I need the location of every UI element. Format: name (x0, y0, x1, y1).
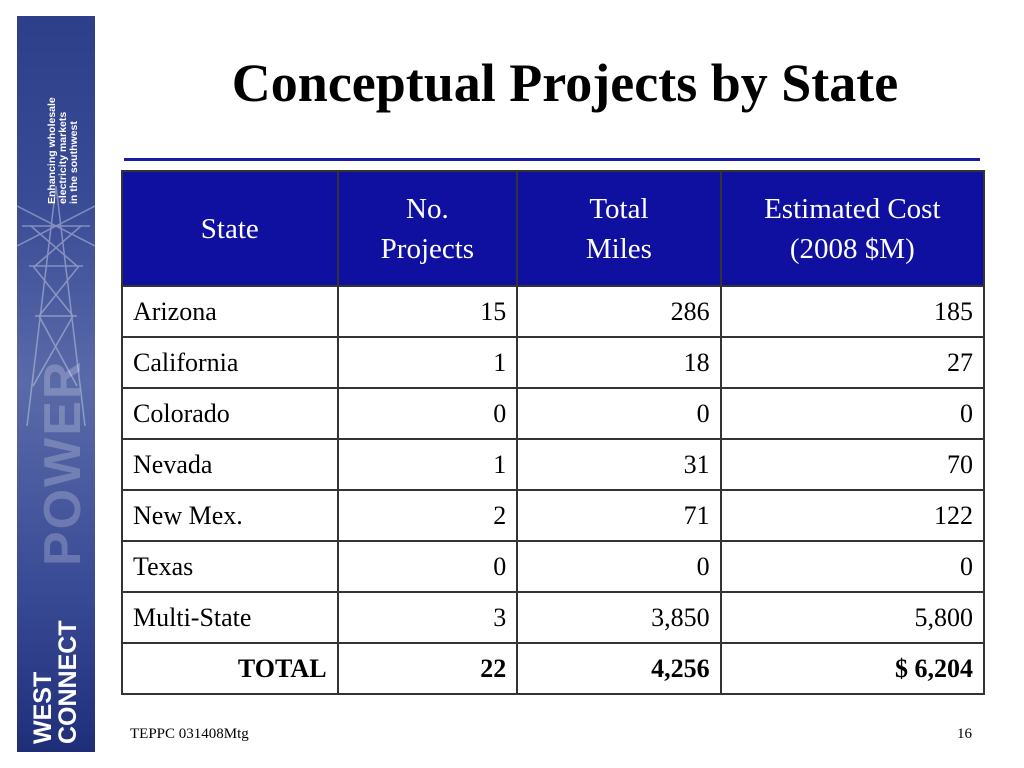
header-projects-line: Projects (380, 232, 475, 265)
cell-projects: 15 (336, 285, 519, 338)
footer-meeting: TEPPC 031408Mtg (130, 726, 249, 742)
table-row: Arizona 15 286 185 (121, 285, 986, 338)
cell-total-cost: $ 6,204 (719, 642, 986, 695)
cell-miles: 0 (516, 387, 722, 440)
cell-miles: 31 (516, 438, 722, 491)
header-miles-line: Miles (585, 232, 652, 265)
table-row: California 1 18 27 (121, 336, 986, 389)
table-header-row: State No. Projects Total Miles Estimated… (121, 170, 986, 287)
cell-miles: 3,850 (516, 591, 722, 644)
cell-total-miles: 4,256 (516, 642, 722, 695)
cell-miles: 0 (516, 540, 722, 593)
cell-projects: 3 (336, 591, 519, 644)
cell-projects: 1 (336, 336, 519, 389)
cell-state: New Mex. (121, 489, 339, 542)
cell-miles: 18 (516, 336, 722, 389)
cell-miles: 286 (516, 285, 722, 338)
cell-state: Multi-State (121, 591, 339, 644)
cell-cost: 0 (719, 387, 986, 440)
cell-cost: 5,800 (719, 591, 986, 644)
cell-cost: 122 (719, 489, 986, 542)
cell-state: Arizona (121, 285, 339, 338)
title-divider (124, 158, 980, 161)
table-row: Multi-State 3 3,850 5,800 (121, 591, 986, 644)
header-cost: Estimated Cost (2008 $M) (719, 170, 986, 287)
cell-miles: 71 (516, 489, 722, 542)
cell-projects: 0 (336, 540, 519, 593)
cell-total-projects: 22 (336, 642, 519, 695)
slide-title: Conceptual Projects by State (231, 53, 899, 113)
table-row: Colorado 0 0 0 (121, 387, 986, 440)
header-state-label: State (200, 212, 259, 245)
header-projects-line: No. (406, 192, 449, 225)
projects-table: State No. Projects Total Miles Estimated… (121, 170, 986, 695)
table-row: Nevada 1 31 70 (121, 438, 986, 491)
tagline-line: in the southwest (68, 121, 80, 204)
cell-cost: 70 (719, 438, 986, 491)
cell-state: California (121, 336, 339, 389)
cell-state: Nevada (121, 438, 339, 491)
cell-projects: 2 (336, 489, 519, 542)
cell-projects: 0 (336, 387, 519, 440)
cell-state: Colorado (121, 387, 339, 440)
header-miles-line: Total (589, 192, 649, 225)
transmission-tower-icon (17, 185, 95, 427)
header-cost-line: (2008 $M) (789, 232, 915, 265)
branding-band: Enhancing wholesale electricity markets … (17, 16, 95, 752)
cell-state: Texas (121, 540, 339, 593)
header-state: State (121, 170, 339, 287)
table-total-row: TOTAL 22 4,256 $ 6,204 (121, 642, 986, 695)
brand-watermark: POWER (34, 359, 92, 566)
header-projects: No. Projects (336, 170, 519, 287)
header-miles: Total Miles (516, 170, 722, 287)
logo-line: WEST (29, 671, 57, 744)
cell-projects: 1 (336, 438, 519, 491)
westconnect-logo: WEST CONNECT (29, 584, 82, 744)
header-cost-line: Estimated Cost (764, 192, 941, 225)
table-row: New Mex. 2 71 122 (121, 489, 986, 542)
cell-total-label: TOTAL (121, 642, 339, 695)
cell-cost: 185 (719, 285, 986, 338)
brand-tagline: Enhancing wholesale electricity markets … (46, 64, 80, 204)
cell-cost: 0 (719, 540, 986, 593)
page-number: 16 (957, 726, 972, 742)
cell-cost: 27 (719, 336, 986, 389)
table-row: Texas 0 0 0 (121, 540, 986, 593)
logo-line: CONNECT (54, 620, 82, 744)
